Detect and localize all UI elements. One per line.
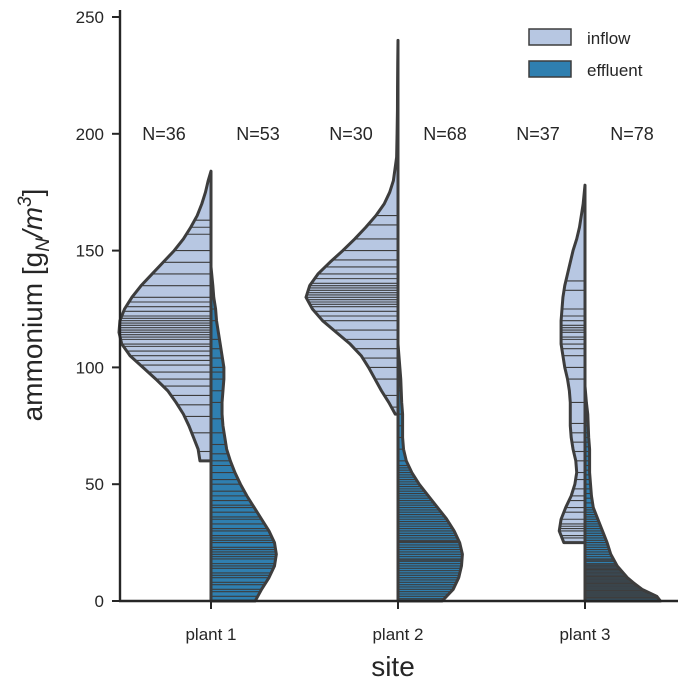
violin-effluent-3 — [583, 384, 662, 603]
n-label-inflow-3: N=37 — [516, 124, 560, 144]
n-label-effluent-3: N=78 — [610, 124, 654, 144]
n-label-effluent-2: N=68 — [423, 124, 467, 144]
n-label-inflow-2: N=30 — [329, 124, 373, 144]
violin-body — [559, 185, 585, 543]
y-tick-label: 100 — [76, 358, 104, 377]
violin-body — [211, 266, 277, 601]
violin-inflow-1 — [117, 169, 213, 463]
violin-effluent-1 — [209, 265, 278, 603]
violin-outline — [209, 265, 278, 603]
n-label-inflow-1: N=36 — [142, 124, 186, 144]
y-tick-label: 250 — [76, 8, 104, 27]
legend-swatch-effluent — [528, 60, 572, 78]
y-tick-label: 200 — [76, 125, 104, 144]
violin-outline — [304, 38, 400, 416]
violin-outline — [396, 342, 464, 603]
violin-body — [398, 344, 463, 601]
legend-swatch-inflow — [528, 28, 572, 46]
violin-outline — [557, 183, 587, 545]
x-tick-label: plant 1 — [185, 625, 236, 644]
x-ticks: plant 1 plant 2 plant 3 — [185, 601, 611, 644]
x-axis-title: site — [371, 651, 415, 682]
x-tick-label: plant 3 — [559, 625, 610, 644]
n-labels: N=36 N=53 N=30 N=68 N=37 N=78 — [142, 124, 654, 144]
x-tick-label: plant 2 — [372, 625, 423, 644]
legend-label-inflow: inflow — [587, 29, 631, 48]
legend-label-effluent: effluent — [587, 61, 643, 80]
violin-outline — [583, 384, 662, 603]
axes-layer — [118, 10, 678, 603]
violin-inflow-3 — [557, 183, 587, 545]
y-tick-label: 0 — [95, 592, 104, 611]
n-label-effluent-1: N=53 — [236, 124, 280, 144]
violin-outline — [117, 169, 213, 463]
violin-inflow-2 — [304, 38, 400, 416]
y-axis-title: ammonium [gN/m3] — [15, 189, 54, 422]
legend: inflow effluent — [528, 28, 643, 80]
y-tick-label: 150 — [76, 242, 104, 261]
violins-layer — [117, 38, 662, 603]
y-ticks: 0 50 100 150 200 250 — [76, 8, 120, 611]
y-tick-label: 50 — [85, 475, 104, 494]
violin-effluent-2 — [396, 342, 464, 603]
